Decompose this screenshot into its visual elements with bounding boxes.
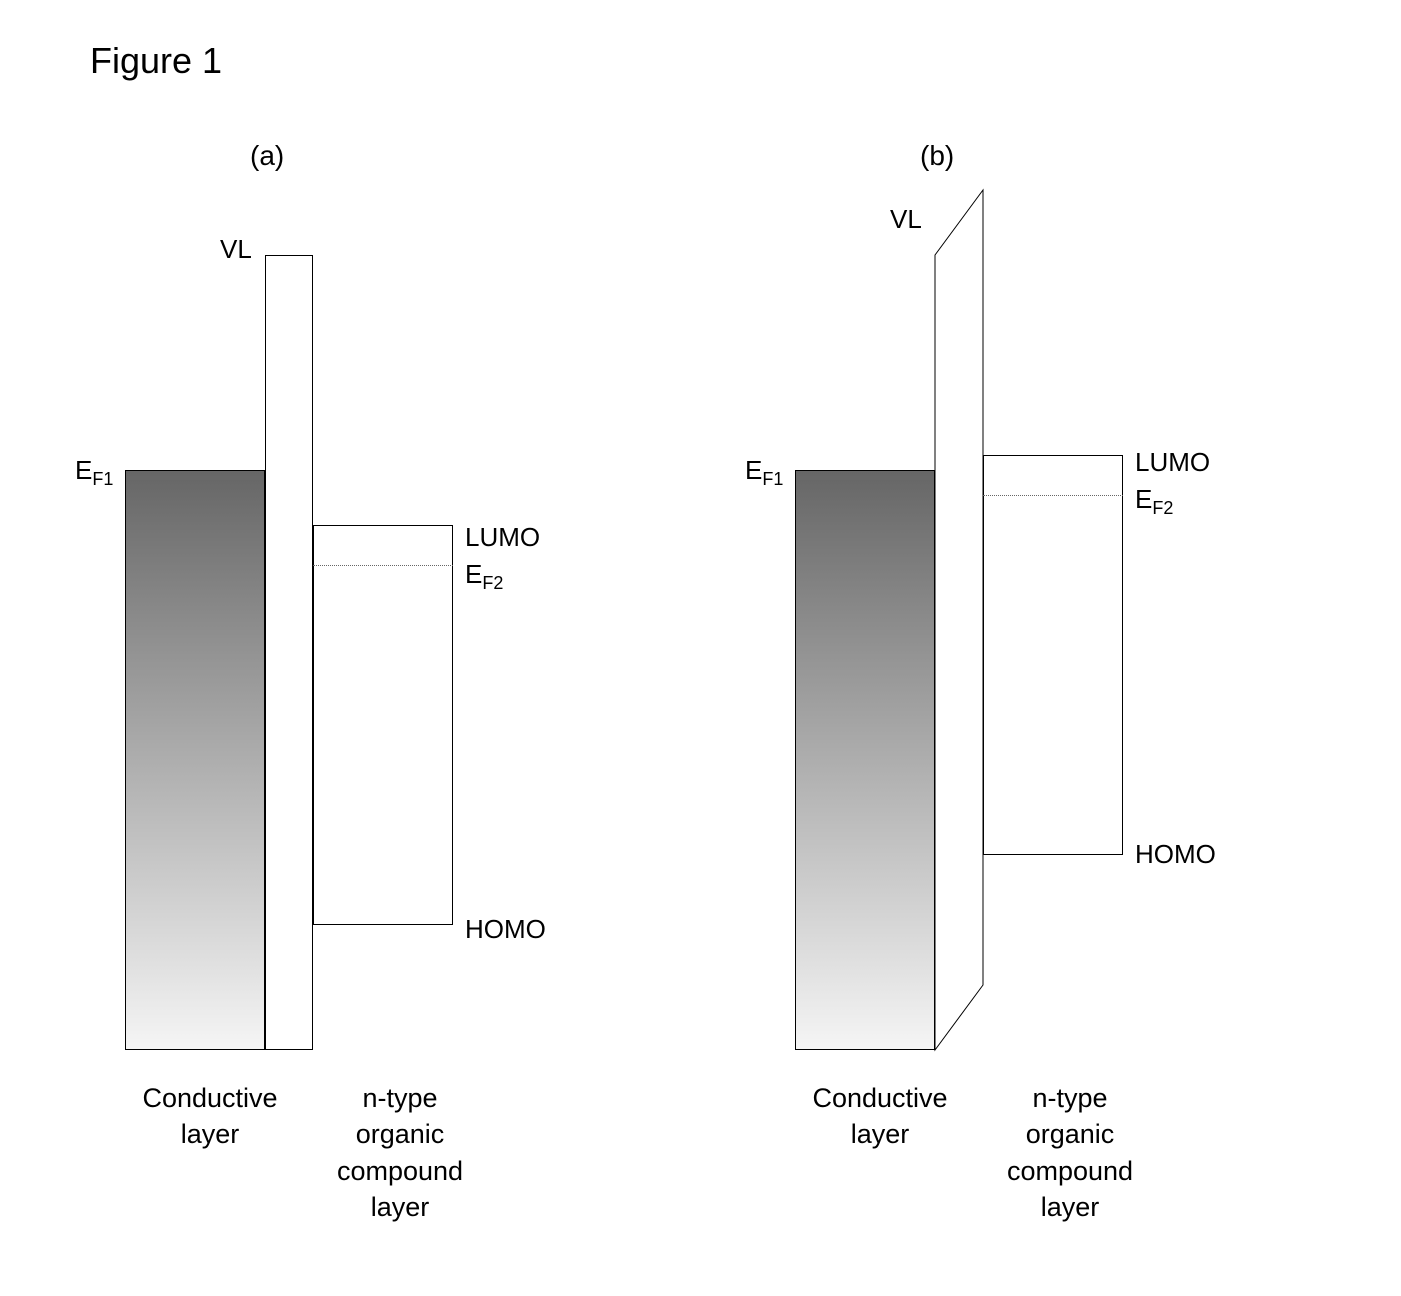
ef2-line-a <box>313 565 453 566</box>
ef2-line-b <box>983 495 1123 496</box>
ef1-label-a: EF1 <box>75 456 113 490</box>
ntype-caption-b: n-typeorganiccompoundlayer <box>965 1080 1175 1226</box>
homo-label-b: HOMO <box>1135 840 1216 870</box>
ntype-rect-a <box>313 525 453 925</box>
lumo-label-a: LUMO <box>465 523 540 553</box>
ef2-label-a: EF2 <box>465 560 503 594</box>
ef1-label-b: EF1 <box>745 456 783 490</box>
ntype-rect-b <box>983 455 1123 855</box>
conductive-layer-rect-a <box>125 470 265 1050</box>
lumo-label-b: LUMO <box>1135 448 1210 478</box>
vl-quad-b <box>935 190 983 1050</box>
diagram-b: VL EF1 LUMO EF2 HOMO Conductivelayer n-t… <box>740 170 1260 1070</box>
vl-rect-a <box>265 255 313 1050</box>
ntype-caption-a: n-typeorganiccompoundlayer <box>295 1080 505 1226</box>
figure-title: Figure 1 <box>90 40 222 82</box>
panel-a-label: (a) <box>250 140 284 172</box>
diagram-a: VL EF1 LUMO EF2 HOMO Conductivelayer n-t… <box>70 170 590 1070</box>
panel-b-label: (b) <box>920 140 954 172</box>
conductive-layer-rect-b <box>795 470 935 1050</box>
conductive-caption-b: Conductivelayer <box>795 1080 965 1153</box>
vl-label-b: VL <box>890 205 922 235</box>
homo-label-a: HOMO <box>465 915 546 945</box>
ef2-label-b: EF2 <box>1135 485 1173 519</box>
vl-label-a: VL <box>220 235 252 265</box>
conductive-caption-a: Conductivelayer <box>125 1080 295 1153</box>
